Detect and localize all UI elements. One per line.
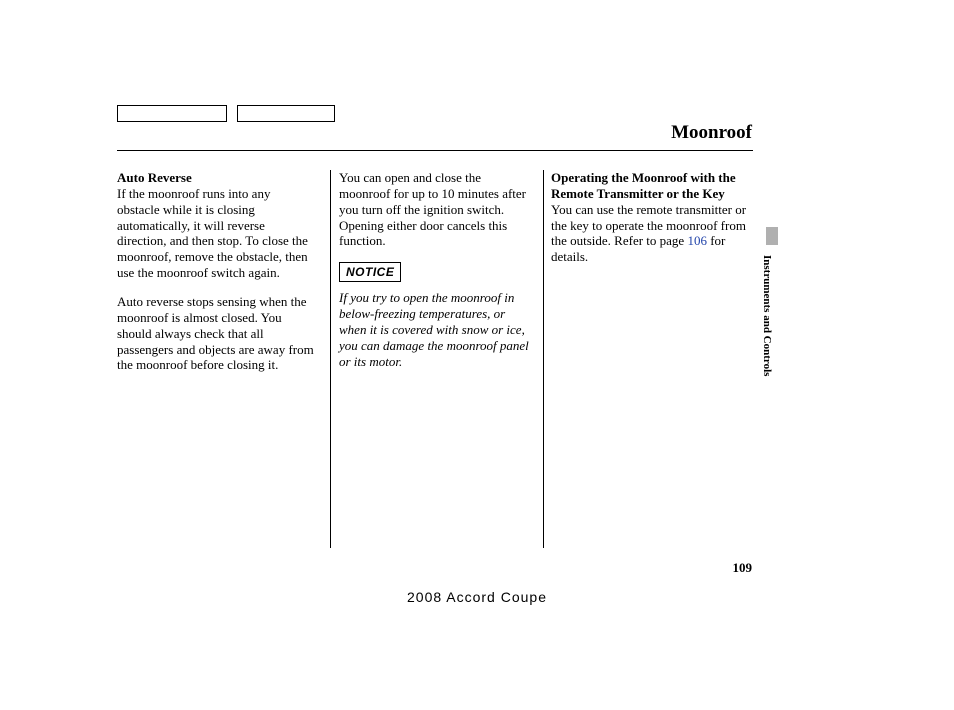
page-link-106[interactable]: 106	[687, 233, 707, 248]
footer-model: 2008 Accord Coupe	[0, 589, 954, 605]
section-tab-marker	[766, 227, 778, 245]
remote-heading: Operating the Moonroof with the Remote T…	[551, 170, 736, 201]
content-columns: Auto Reverse If the moonroof runs into a…	[117, 170, 753, 386]
col1-para-1: Auto Reverse If the moonroof runs into a…	[117, 170, 315, 281]
header-box-2	[237, 105, 335, 122]
page-number: 109	[733, 560, 753, 576]
header-placeholder-boxes	[117, 105, 335, 122]
col1-para-2: Auto reverse stops sensing when the moon…	[117, 294, 315, 373]
notice-box: NOTICE	[339, 262, 401, 282]
column-1: Auto Reverse If the moonroof runs into a…	[117, 170, 327, 386]
column-2: You can open and close the moonroof for …	[327, 170, 539, 386]
notice-label: NOTICE	[346, 265, 394, 279]
section-side-label: Instruments and Controls	[761, 255, 773, 376]
column-3: Operating the Moonroof with the Remote T…	[539, 170, 753, 386]
col1-p1-text: If the moonroof runs into any obstacle w…	[117, 186, 308, 280]
auto-reverse-heading: Auto Reverse	[117, 170, 192, 185]
header-box-1	[117, 105, 227, 122]
col2-para-1: You can open and close the moonroof for …	[339, 170, 529, 249]
page-root: Moonroof Auto Reverse If the moonroof ru…	[0, 0, 954, 710]
notice-body: If you try to open the moonroof in below…	[339, 290, 529, 369]
page-title: Moonroof	[671, 122, 752, 144]
horizontal-rule	[117, 150, 753, 151]
col3-content: Operating the Moonroof with the Remote T…	[551, 170, 753, 265]
